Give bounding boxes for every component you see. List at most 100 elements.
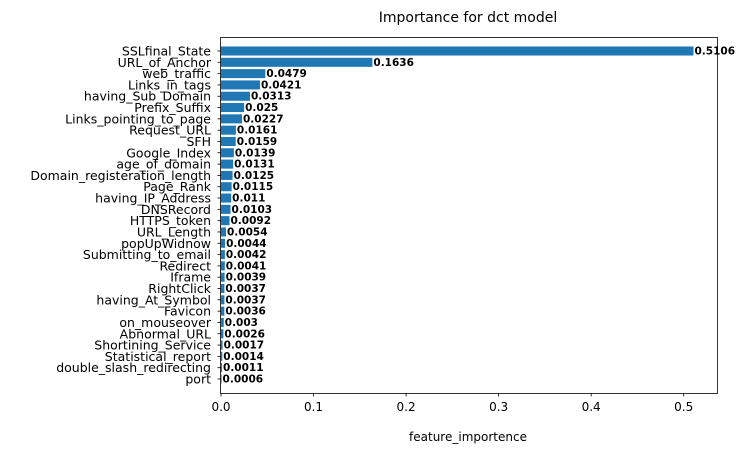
category-label: having_At_Symbol — [96, 292, 211, 307]
bar — [221, 216, 230, 226]
bar — [221, 114, 243, 124]
bar — [221, 159, 234, 169]
category-label: web_traffic — [142, 66, 211, 81]
x-tick-label: 0.2 — [397, 400, 416, 414]
value-label: 0.0026 — [224, 328, 265, 340]
bar — [221, 125, 236, 135]
value-label: 0.0227 — [243, 113, 284, 125]
category-label: double_slash_redirecting — [56, 360, 211, 375]
bar — [221, 227, 226, 237]
bar — [221, 340, 223, 350]
x-tick-label: 0.3 — [489, 400, 508, 414]
value-label: 0.011 — [232, 193, 265, 205]
category-label: Iframe — [170, 270, 211, 285]
value-label: 0.0421 — [261, 79, 302, 91]
value-label: 0.025 — [245, 102, 278, 114]
value-label: 0.0313 — [251, 91, 292, 103]
category-label: Prefix_Suffix — [134, 100, 211, 115]
bar — [221, 363, 223, 373]
x-axis-label: feature_importence — [409, 430, 527, 444]
category-label: Redirect — [159, 258, 211, 273]
category-label: URL_of_Anchor — [118, 55, 212, 70]
value-label: 0.0479 — [266, 68, 307, 80]
category-label: Domain_registeration_length — [30, 168, 211, 183]
bar — [221, 182, 232, 192]
bar — [221, 374, 222, 384]
bar — [221, 261, 225, 271]
category-label: Abnormal_URL — [120, 326, 211, 341]
bar — [221, 80, 260, 90]
bar — [221, 136, 236, 147]
bar — [221, 69, 266, 79]
chart-title: Importance for dct model — [379, 10, 558, 26]
category-label: Statistical_report — [105, 349, 211, 364]
value-label: 0.0139 — [235, 147, 276, 159]
category-label: Shortining_Service — [94, 338, 211, 353]
bar — [221, 91, 250, 101]
value-label: 0.0017 — [224, 340, 265, 352]
bar — [221, 306, 225, 316]
category-label: DNSRecord — [141, 202, 211, 217]
category-label: Links_in_tags — [128, 77, 211, 92]
bar — [221, 283, 225, 294]
value-label: 0.003 — [225, 317, 258, 329]
value-label: 0.0039 — [226, 272, 267, 284]
x-tick-label: 0.4 — [582, 400, 601, 414]
bar — [221, 148, 234, 158]
category-label: HTTPS_token — [130, 213, 211, 228]
category-label: Page_Rank — [143, 179, 212, 194]
category-label: Submitting_to_email — [83, 247, 211, 262]
bars-layer — [221, 46, 694, 384]
value-label: 0.0131 — [234, 159, 275, 171]
value-label: 0.0161 — [237, 125, 278, 137]
value-labels-layer: 0.5106 0.1636 0.04790.04210.03130.0250.022… — [223, 46, 735, 386]
value-label: 0.0042 — [226, 249, 267, 261]
value-label: 0.0092 — [231, 215, 272, 227]
bar — [221, 329, 224, 339]
bar — [221, 295, 225, 305]
value-label: 0.0125 — [234, 170, 275, 182]
category-label: Request_URL — [129, 123, 211, 138]
bar — [221, 250, 225, 260]
bar — [221, 46, 694, 56]
value-label: 0.0044 — [226, 238, 267, 250]
category-label: Favicon — [164, 304, 211, 319]
value-label: 0.0054 — [227, 226, 268, 238]
category-label: Google_Index — [126, 145, 211, 160]
bar — [221, 103, 245, 113]
value-label: 0.0011 — [223, 362, 264, 374]
value-label: 0.5106 — [694, 46, 735, 58]
category-label: SFH — [186, 134, 211, 149]
category-label: having_IP_Address — [95, 191, 211, 206]
category-label: having_Sub_Domain — [84, 89, 211, 104]
category-label: age_of_domain — [116, 157, 211, 172]
bar — [221, 57, 373, 67]
value-label: 0.0006 — [223, 374, 264, 386]
category-label: on_mouseover — [119, 315, 212, 330]
plot-frame — [220, 37, 718, 394]
bar — [221, 317, 224, 327]
value-label: 0.1636 — [373, 57, 414, 69]
category-label: Links_pointing_to_page — [65, 111, 211, 126]
category-label: port — [185, 372, 211, 387]
value-label: 0.0037 — [225, 283, 266, 295]
value-label: 0.0037 — [225, 294, 266, 306]
value-label: 0.0159 — [237, 136, 278, 148]
x-tick-label: 0.5 — [674, 400, 693, 414]
value-label: 0.0014 — [223, 351, 264, 363]
category-label: popUpWidnow — [121, 236, 211, 251]
category-label: URL_Length — [137, 224, 211, 239]
bar — [221, 193, 232, 203]
x-tick-label: 0.0 — [211, 400, 230, 414]
bar — [221, 272, 225, 282]
value-label: 0.0103 — [232, 204, 273, 216]
category-label: RightClick — [148, 281, 211, 296]
category-label: SSLfinal_State — [122, 44, 211, 59]
x-tick-label: 0.1 — [304, 400, 323, 414]
value-label: 0.0041 — [226, 260, 267, 272]
value-label: 0.0115 — [233, 181, 274, 193]
category-labels-layer: SSLfinal_StateURL_of_Anchorweb_trafficLi… — [30, 44, 221, 387]
bar — [221, 351, 223, 361]
bar — [221, 170, 233, 180]
